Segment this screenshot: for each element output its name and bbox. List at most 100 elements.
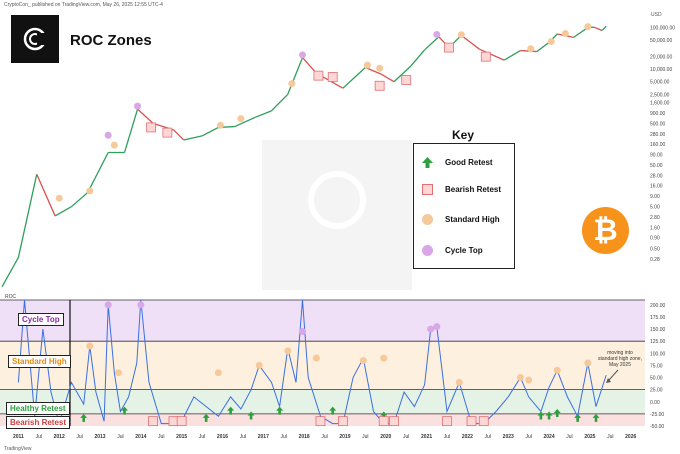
price-segment — [1, 257, 19, 288]
cryptocon-logo — [11, 15, 59, 63]
price-segment — [271, 93, 289, 112]
x-tick-label: 2022 — [462, 434, 473, 440]
good-retest-roc-marker — [329, 406, 337, 415]
good-retest-roc-marker — [380, 411, 388, 420]
x-tick-label: Jul — [485, 434, 491, 440]
price-tick-label: 500.00 — [650, 121, 666, 127]
good-retest-roc-marker — [121, 406, 129, 415]
roc-tick-label: 0.00 — [650, 400, 660, 406]
cycle-top-roc-marker — [298, 328, 306, 335]
price-segment — [409, 49, 426, 68]
price-segment — [393, 66, 411, 83]
standard-high-roc-marker — [380, 354, 388, 362]
good-retest-roc-marker — [553, 409, 561, 418]
logo-icon — [23, 27, 47, 51]
good-retest-roc-marker — [202, 413, 210, 422]
orange-circle-icon — [422, 213, 433, 225]
bearish-retest-marker — [327, 72, 338, 82]
price-tick-label: 20,000.00 — [650, 55, 672, 61]
x-tick-label: Jul — [444, 434, 450, 440]
watermark-logo — [308, 171, 366, 229]
zone-label-bearish-retest: Bearish Retest — [6, 416, 71, 429]
x-tick-label: 2016 — [217, 434, 228, 440]
standard-high-roc-marker — [284, 347, 292, 355]
price-segment — [87, 152, 109, 193]
x-tick-label: 2018 — [299, 434, 310, 440]
price-segment — [601, 25, 607, 31]
bearish-retest-marker — [444, 42, 454, 53]
key-item-cycle-top: Cycle Top — [422, 242, 483, 258]
price-tick-label: 50.00 — [650, 163, 663, 169]
price-segment — [123, 108, 139, 153]
standard-high-marker — [110, 141, 118, 149]
x-tick-label: Jul — [240, 434, 246, 440]
price-tick-label: 5,000.00 — [650, 80, 670, 86]
publish-header: CryptoCon_ published on TradingView.com,… — [4, 2, 163, 8]
annotation-text: moving into standard high zone, May 2025 — [598, 350, 642, 368]
roc-tick-label: 175.00 — [650, 315, 666, 321]
bearish-retest-roc-marker — [389, 416, 399, 427]
key-item-good-retest: Good Retest — [422, 154, 493, 170]
price-tick-label: 5.00 — [650, 205, 660, 211]
zone-bands — [0, 140, 645, 426]
bearish-retest-marker — [374, 80, 385, 91]
standard-high-marker — [584, 23, 592, 31]
x-tick-label: Jul — [199, 434, 205, 440]
price-tick-label: 50,000.00 — [650, 38, 672, 44]
price-tick-label: 90.00 — [650, 152, 663, 158]
price-tick-label: 16.00 — [650, 184, 663, 190]
roc-tick-label: 100.00 — [650, 351, 666, 357]
price-segment — [183, 135, 203, 141]
price-segment — [536, 41, 550, 53]
good-retest-roc-marker — [592, 413, 600, 422]
key-legend: Good Retest Bearish Retest Standard High… — [413, 143, 515, 269]
key-label: Good Retest — [445, 157, 493, 167]
bearish-retest-roc-marker — [148, 416, 158, 427]
price-segment — [302, 57, 317, 74]
price-segment — [36, 174, 56, 217]
standard-high-roc-marker — [516, 374, 524, 382]
zone-label-standard-high: Standard High — [8, 355, 71, 368]
tradingview-mark: TradingView — [4, 446, 32, 452]
standard-high-roc-marker — [114, 369, 122, 377]
roc-tick-label: -50.00 — [650, 424, 664, 430]
bearish-retest-marker — [162, 127, 173, 138]
good-retest-roc-marker — [80, 413, 88, 422]
bearish-retest-roc-marker — [315, 416, 326, 427]
bearish-retest-roc-marker — [338, 416, 348, 427]
bearish-retest-roc-marker — [168, 416, 179, 427]
axes: 100,000.00 50,000.00 20,000.00 10,000.00 5,0… — [5, 26, 675, 440]
key-title: Key — [452, 128, 475, 142]
x-tick-label: Jul — [403, 434, 409, 440]
x-tick-label: 2011 — [13, 434, 24, 440]
x-tick-label: Jul — [281, 434, 287, 440]
annotation-arrowhead — [606, 378, 611, 383]
zone-label-cycle-top: Cycle Top — [18, 313, 64, 326]
roc-tick-label: 50.00 — [650, 376, 663, 382]
price-segment — [17, 174, 38, 258]
price-segment — [201, 126, 219, 137]
price-segment — [342, 66, 366, 89]
standard-high-marker — [216, 121, 224, 129]
x-tick-label: 2024 — [544, 434, 555, 440]
x-tick-label: Jul — [321, 434, 327, 440]
x-tick-label: Jul — [362, 434, 368, 440]
standard-high-marker — [527, 45, 535, 53]
standard-high-marker — [376, 64, 384, 72]
cycle-top-marker — [298, 51, 306, 59]
standard-high-marker — [86, 187, 94, 195]
x-tick-label: 2013 — [94, 434, 105, 440]
good-retest-roc-marker — [276, 406, 284, 415]
price-tick-label: 1.60 — [650, 225, 660, 231]
standard-high-roc-marker — [255, 361, 263, 369]
price-tick-label: 10,000.00 — [650, 67, 672, 73]
standard-high-roc-marker — [214, 369, 222, 377]
x-tick-label: 2023 — [503, 434, 514, 440]
standard-high-marker — [55, 194, 63, 202]
price-tick-label: 2,500.00 — [650, 92, 670, 98]
key-label: Standard High — [445, 214, 500, 224]
roc-series — [17, 299, 607, 426]
key-label: Cycle Top — [445, 245, 483, 255]
x-tick-label: Jul — [566, 434, 572, 440]
standard-high-marker — [237, 115, 245, 123]
